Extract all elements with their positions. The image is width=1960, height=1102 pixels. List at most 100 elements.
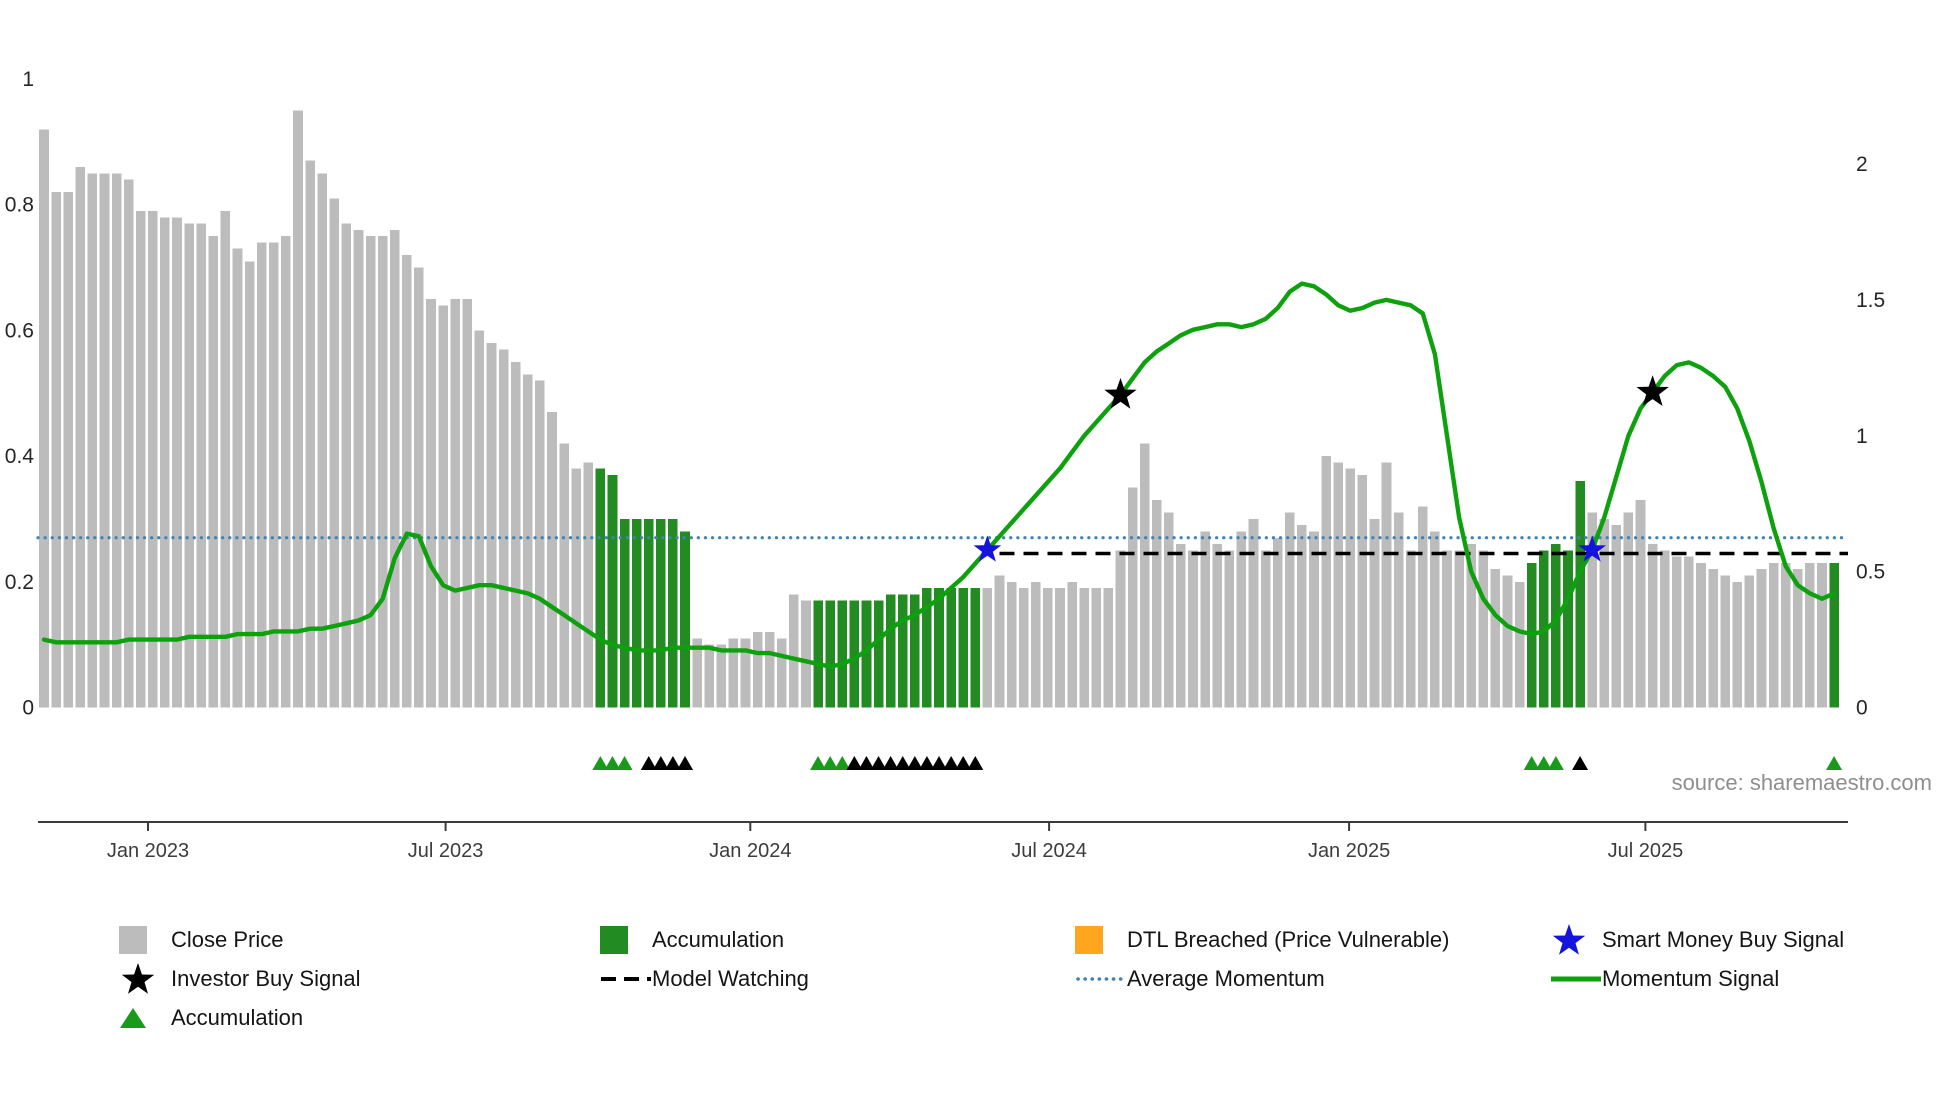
close-price-bar — [232, 248, 243, 708]
close-price-bar — [1672, 556, 1682, 708]
close-price-bar — [1115, 550, 1126, 708]
momentum-signal-line — [41, 281, 1837, 669]
legend-accumulation-square-icon — [600, 925, 652, 954]
close-price-bar — [1018, 588, 1029, 708]
close-price-bar — [1490, 569, 1501, 708]
close-price-bar — [777, 638, 787, 708]
accumulation-bar — [1829, 562, 1839, 708]
close-price-bar — [1297, 525, 1307, 708]
legend-label: Investor Buy Signal — [171, 965, 361, 991]
close-price-bar — [535, 380, 545, 708]
y-axis-left-tick-label: 0.6 — [5, 319, 34, 342]
close-price-bar — [547, 412, 557, 708]
accumulation-bar — [934, 588, 944, 708]
close-price-bar — [1285, 512, 1295, 708]
accumulation-bar — [922, 588, 932, 708]
close-price-bar — [450, 299, 460, 708]
source-credit: source: sharemaestro.com — [1671, 770, 1932, 795]
accumulation-triangle-black-icon — [677, 756, 694, 770]
close-price-bar — [365, 236, 376, 708]
close-price-bar — [1805, 562, 1815, 708]
close-price-bar — [1212, 544, 1222, 708]
investor-buy-signal-star-icon — [1104, 378, 1137, 409]
legend-item-close-price-square: Close Price — [119, 920, 600, 959]
x-axis-tick-label: Jul 2023 — [408, 840, 484, 862]
close-price-bar — [1514, 581, 1525, 708]
y-axis-left-tick-label: 0 — [22, 697, 34, 720]
legend-item-accumulation-triangle: Accumulation — [119, 998, 600, 1037]
close-price-bar — [1405, 550, 1416, 708]
accumulation-markers — [592, 756, 1843, 770]
legend-smart-money-buy-signal-star-icon — [1550, 922, 1602, 958]
close-price-bar — [1103, 588, 1114, 708]
accumulation-bar — [813, 600, 823, 708]
close-price-bar — [1599, 519, 1610, 708]
close-price-bar — [1127, 487, 1138, 708]
close-price-bar — [1611, 525, 1622, 708]
y-axis-right-tick-label: 1 — [1856, 425, 1868, 448]
accumulation-triangle-black-icon — [906, 756, 923, 770]
close-price-bar — [1164, 512, 1174, 708]
accumulation-bar — [849, 600, 860, 708]
close-price-bar — [583, 462, 594, 708]
close-price-bar — [136, 211, 146, 708]
x-axis-tick-label: Jan 2024 — [709, 840, 791, 862]
legend-accumulation-triangle-icon — [119, 1006, 171, 1030]
close-price-bar — [1732, 581, 1743, 708]
close-price-bar — [1006, 581, 1017, 708]
close-price-bar — [329, 198, 340, 708]
legend-label: Average Momentum — [1127, 965, 1325, 991]
accumulation-bar — [1551, 544, 1561, 708]
close-price-bar — [390, 229, 400, 708]
x-axis-tick-label: Jan 2023 — [107, 840, 189, 862]
accumulation-triangle-black-icon — [918, 756, 935, 770]
legend-item-accumulation-square: Accumulation — [600, 920, 1075, 959]
y-axis-right-tick-label: 1.5 — [1856, 289, 1885, 312]
close-price-bar — [87, 173, 98, 708]
y-axis-right-tick-label: 2 — [1856, 153, 1868, 176]
close-price-bar — [269, 242, 279, 708]
accumulation-triangle-black-icon — [846, 756, 863, 770]
accumulation-bar — [910, 594, 920, 708]
x-axis: Jan 2023 Jul 2023 Jan 2024 Jul 2024 Jan 2025… — [38, 821, 1848, 862]
close-price-bar — [1418, 506, 1428, 708]
close-price-bar — [1224, 550, 1235, 708]
accumulation-bar — [1563, 550, 1573, 708]
close-price-bar — [1139, 443, 1150, 708]
close-price-bar — [1780, 562, 1791, 708]
legend-average-momentum-dotted-line-icon — [1075, 973, 1127, 985]
close-price-bar — [1647, 544, 1658, 708]
legend-close-price-square-icon — [119, 925, 171, 954]
y-axis-left-tick-label: 0.2 — [5, 571, 34, 594]
close-price-bar — [293, 110, 303, 708]
close-price-bar — [1793, 569, 1803, 708]
close-price-bar — [1188, 550, 1198, 708]
close-price-bar — [716, 644, 727, 708]
close-price-bar — [63, 192, 73, 708]
accumulation-triangle-black-icon — [943, 756, 960, 770]
close-price-bar — [1454, 550, 1464, 708]
close-price-bar — [220, 211, 231, 708]
accumulation-triangle-black-icon — [955, 756, 972, 770]
close-price-bar — [281, 236, 291, 708]
legend-label: DTL Breached (Price Vulnerable) — [1127, 926, 1450, 952]
accumulation-triangle-green-icon — [810, 756, 827, 770]
close-price-bar — [414, 267, 424, 708]
accumulation-bar — [873, 600, 884, 708]
legend-label: Close Price — [171, 926, 284, 952]
close-price-bar — [1236, 531, 1247, 708]
accumulation-triangle-black-icon — [652, 756, 669, 770]
close-price-bar — [728, 638, 739, 708]
close-price-bar — [1708, 569, 1718, 708]
close-price-bar — [1321, 456, 1331, 708]
close-price-bar — [462, 299, 473, 708]
accumulation-bar — [668, 519, 678, 708]
accumulation-triangle-green-icon — [1826, 756, 1843, 770]
close-price-bar — [1079, 588, 1089, 708]
y-axis-left-tick-label: 0.4 — [5, 445, 35, 468]
close-price-bar — [559, 443, 569, 708]
close-price-bar — [317, 173, 327, 708]
legend-item-dtl-breached-price-vulnerable-square: DTL Breached (Price Vulnerable) — [1075, 920, 1550, 959]
accumulation-bar — [861, 600, 872, 708]
accumulation-triangle-black-icon — [882, 756, 899, 770]
